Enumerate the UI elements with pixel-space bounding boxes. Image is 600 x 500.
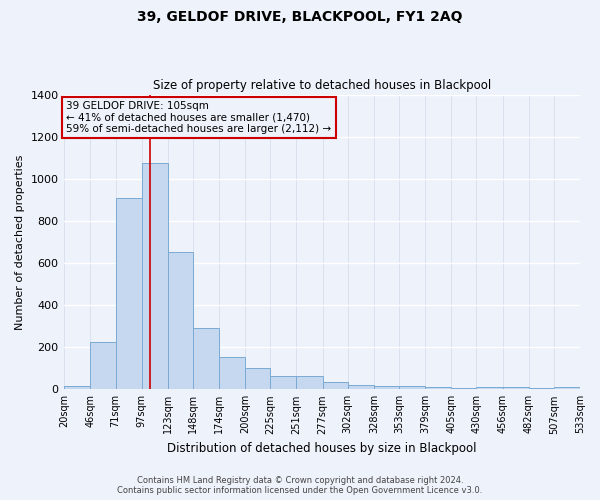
Bar	[116, 198, 142, 390]
Bar	[374, 386, 399, 390]
Bar	[271, 376, 296, 390]
Bar	[193, 328, 219, 390]
Bar	[219, 356, 245, 390]
Bar	[348, 385, 374, 390]
Bar	[529, 388, 554, 390]
Bar	[168, 252, 193, 390]
Bar	[476, 387, 503, 390]
Bar	[451, 388, 476, 390]
Bar	[554, 387, 580, 390]
Bar	[91, 342, 116, 390]
Bar	[323, 382, 348, 390]
X-axis label: Distribution of detached houses by size in Blackpool: Distribution of detached houses by size …	[167, 442, 477, 455]
Text: Contains HM Land Registry data © Crown copyright and database right 2024.
Contai: Contains HM Land Registry data © Crown c…	[118, 476, 482, 495]
Text: 39, GELDOF DRIVE, BLACKPOOL, FY1 2AQ: 39, GELDOF DRIVE, BLACKPOOL, FY1 2AQ	[137, 10, 463, 24]
Bar	[142, 163, 168, 390]
Bar	[503, 387, 529, 390]
Bar	[296, 376, 323, 390]
Text: 39 GELDOF DRIVE: 105sqm
← 41% of detached houses are smaller (1,470)
59% of semi: 39 GELDOF DRIVE: 105sqm ← 41% of detache…	[66, 101, 331, 134]
Bar	[245, 368, 271, 390]
Bar	[399, 386, 425, 390]
Title: Size of property relative to detached houses in Blackpool: Size of property relative to detached ho…	[153, 79, 491, 92]
Y-axis label: Number of detached properties: Number of detached properties	[15, 154, 25, 330]
Bar	[64, 386, 91, 390]
Bar	[425, 387, 451, 390]
